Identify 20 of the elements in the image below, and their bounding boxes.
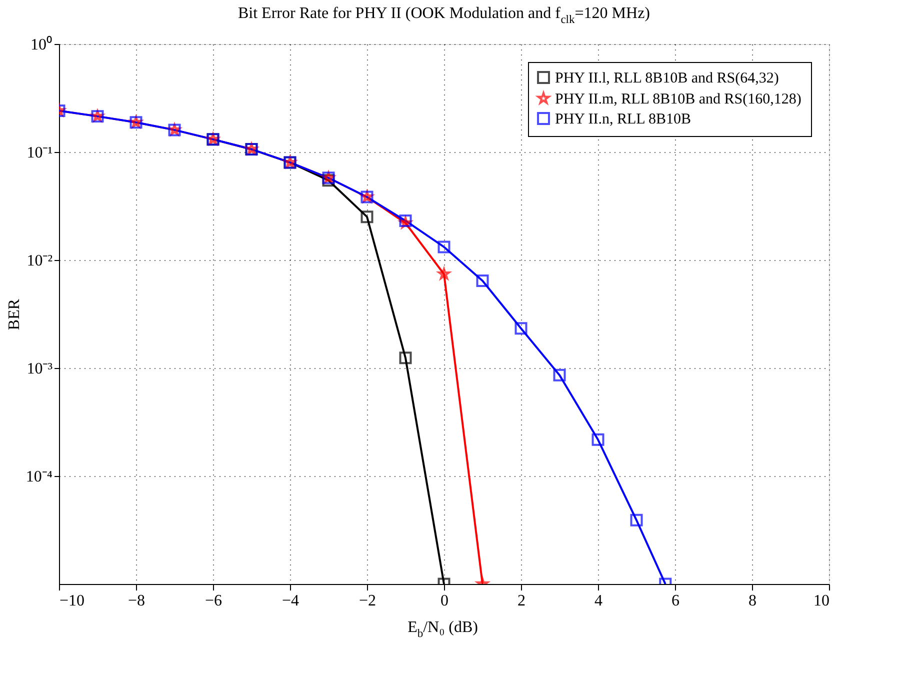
x-tick-label: −8 [128,592,146,610]
x-tick-label: −2 [358,592,376,610]
x-tick-label: −4 [282,592,300,610]
y-tick-label: 10⁻¹ [26,144,53,162]
x-tick-label: 6 [672,592,680,610]
x-tick-label: 2 [518,592,526,610]
x-tick-label: 8 [748,592,756,610]
y-tick-label: 10⁻⁴ [26,468,53,486]
x-tick-label: 0 [440,592,448,610]
x-tick-label: −6 [204,592,222,610]
y-tick-label: 10⁻² [26,252,53,270]
x-tick-label: 4 [594,592,602,610]
legend-label: PHY II.n, RLL 8B10B [555,112,691,128]
x-tick-label: −10 [60,592,85,610]
y-axis-title: BER [6,298,23,330]
legend-label: PHY II.m, RLL 8B10B and RS(160,128) [555,92,802,108]
y-tick-label: 10⁰ [30,36,52,54]
x-tick-label: 10 [814,592,830,610]
y-tick-label: 10⁻³ [26,360,53,378]
legend-label: PHY II.l, RLL 8B10B and RS(64,32) [555,70,779,86]
